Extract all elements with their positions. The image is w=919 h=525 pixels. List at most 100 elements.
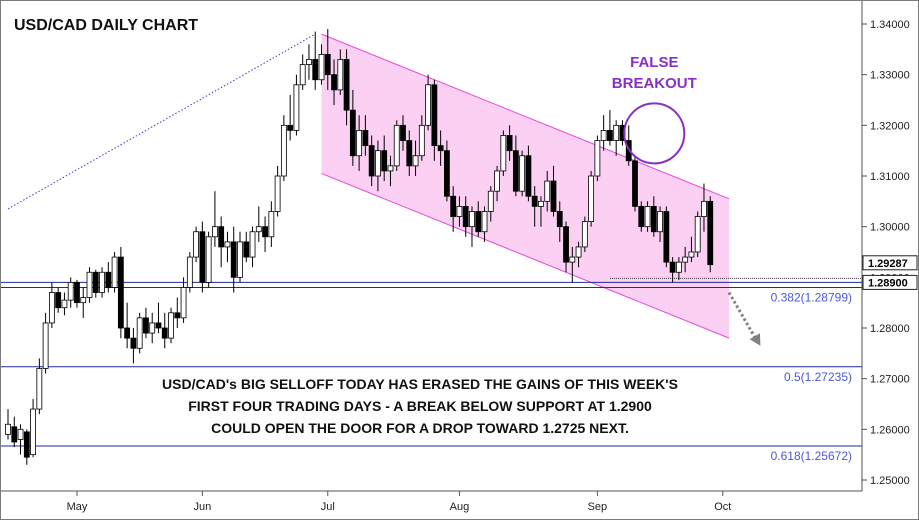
candle-body: [30, 408, 36, 456]
candle-body: [324, 54, 331, 76]
x-tick-label: Jun: [193, 501, 211, 513]
candle-body: [550, 180, 557, 212]
candle-body: [506, 135, 513, 152]
candle-body: [99, 271, 105, 293]
candle-body: [650, 205, 657, 233]
candle-body: [23, 431, 30, 458]
commentary-line: USD/CAD's BIG SELLOFF TODAY HAS ERASED T…: [162, 376, 678, 392]
support-price-box: [862, 274, 918, 290]
candle-body: [519, 155, 526, 192]
candle-body: [663, 211, 670, 263]
candle-body: [287, 124, 294, 131]
candle-body: [262, 226, 268, 238]
candle-body: [249, 231, 256, 258]
y-tick-label: 1.32000: [870, 120, 910, 132]
candle-body: [362, 129, 369, 146]
candle-body: [318, 54, 325, 81]
candle-body: [387, 165, 394, 172]
candle-body: [312, 59, 319, 81]
candle-body: [48, 292, 55, 324]
fib-level-label: 0.618(1.25672): [771, 449, 852, 463]
candle-body: [675, 261, 682, 273]
candle-body: [237, 241, 243, 278]
fib-level-label: 0.5(1.27235): [784, 370, 852, 384]
y-tick-label: 1.33000: [870, 70, 910, 82]
candle-body: [613, 124, 620, 141]
channel-lower-line: [321, 173, 730, 339]
candle-body: [600, 129, 607, 141]
candle-body: [406, 140, 413, 167]
x-tick-label: Sep: [588, 501, 608, 513]
candle-body: [569, 256, 576, 263]
candle-body: [224, 241, 231, 248]
candle-body: [36, 368, 43, 410]
x-tick-label: Aug: [450, 501, 470, 513]
candle-body: [707, 200, 714, 266]
candle-body: [356, 129, 363, 157]
candle-body: [538, 200, 544, 207]
candle-body: [644, 205, 651, 228]
candle-body: [149, 322, 156, 334]
candle-body: [218, 226, 225, 248]
candle-body: [638, 205, 645, 228]
candle-body: [400, 124, 406, 141]
candle-body: [136, 317, 143, 349]
levels-layer: 0.382(1.28799) 0.5(1.27235) 0.618(1.25672): [0, 33, 862, 463]
y-tick-label: 1.27000: [870, 374, 910, 386]
candle-body: [161, 327, 168, 339]
candle-body: [632, 160, 638, 207]
candle-body: [425, 84, 431, 126]
candle-body: [431, 84, 438, 147]
candle-body: [556, 211, 563, 228]
candle-body: [80, 297, 87, 304]
y-tick-label: 1.30000: [870, 222, 910, 234]
candle-body: [92, 271, 99, 293]
candle-body: [199, 231, 206, 283]
fib-level-label: 0.382(1.28799): [771, 291, 852, 305]
candle-body: [688, 251, 695, 258]
candle-body: [594, 140, 601, 177]
candle-body: [531, 195, 538, 207]
y-tick-label: 1.25000: [870, 475, 910, 487]
candle-body: [412, 155, 419, 167]
false-breakout-label: FALSE: [630, 54, 678, 71]
candle-body: [130, 337, 137, 349]
projection-arrow-head: [749, 333, 761, 346]
candle-body: [456, 205, 463, 217]
candle-body: [268, 211, 275, 238]
last-price-label: 1.29287: [868, 258, 908, 270]
candle-body: [682, 256, 689, 263]
candle-body: [393, 124, 400, 167]
candle-body: [17, 428, 24, 440]
candle-body: [525, 155, 532, 197]
candle-body: [349, 109, 356, 157]
candle-body: [588, 175, 595, 222]
candle-body: [418, 124, 425, 157]
channel-fill: [321, 34, 730, 339]
candle-body: [306, 59, 312, 65]
candle-body: [544, 180, 551, 202]
candle-body: [105, 271, 112, 288]
candle-body: [375, 150, 381, 177]
support-price-label: 1.28900: [868, 277, 908, 289]
candle-body: [481, 211, 488, 233]
x-tick-label: Oct: [714, 501, 731, 513]
candle-body: [42, 322, 49, 369]
candle-body: [255, 226, 262, 233]
y-tick-label: 1.26000: [870, 424, 910, 436]
candle-body: [299, 64, 306, 86]
candle-body: [381, 150, 388, 172]
candle-body: [293, 84, 300, 131]
rising-trendline: [7, 33, 316, 210]
axis-layer: 1.340001.330001.320001.310001.300001.290…: [0, 0, 918, 513]
candle-body: [368, 145, 375, 177]
candle-body: [694, 216, 701, 253]
x-tick-label: May: [67, 501, 88, 513]
candle-body: [5, 423, 11, 435]
candle-body: [669, 261, 676, 273]
candle-body: [462, 205, 469, 228]
candle-body: [55, 292, 62, 309]
candles-layer: [5, 29, 714, 465]
